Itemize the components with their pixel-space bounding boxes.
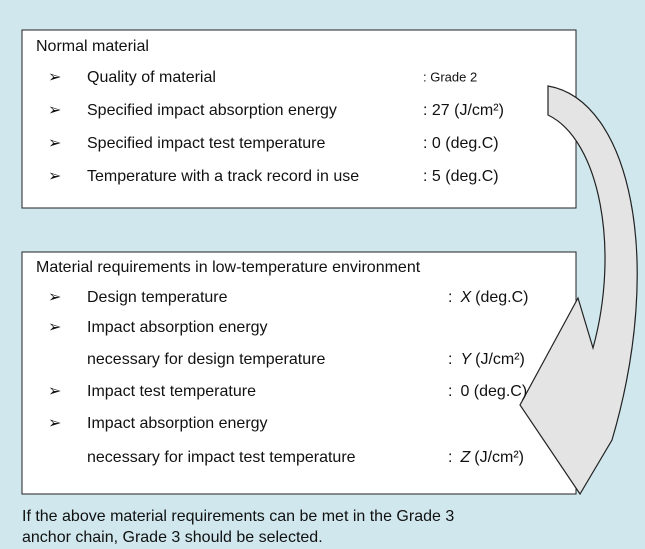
item-label: Impact test temperature xyxy=(87,383,256,400)
item-label: Temperature with a track record in use xyxy=(87,168,359,185)
footer-line: If the above material requirements can b… xyxy=(22,508,454,525)
variable: X xyxy=(459,289,472,306)
footer-line: anchor chain, Grade 3 should be selected… xyxy=(22,529,323,546)
item-label: necessary for design temperature xyxy=(87,351,325,368)
item-label: Impact absorption energy xyxy=(87,415,268,432)
unit: (deg.C) xyxy=(475,289,528,306)
colon: : xyxy=(448,289,452,306)
bullet: ➢ xyxy=(48,135,61,152)
item-label: necessary for impact test temperature xyxy=(87,449,356,466)
item-value: : 0 (deg.C) xyxy=(423,135,499,152)
bullet: ➢ xyxy=(48,102,61,119)
item-label: Design temperature xyxy=(87,289,228,306)
low-temp-box xyxy=(21,251,577,495)
item-value: : Z (J/cm²) xyxy=(448,449,524,466)
normal-title: Normal material xyxy=(36,38,149,55)
bullet: ➢ xyxy=(48,289,61,306)
curved-arrow xyxy=(519,85,638,496)
variable: Y xyxy=(460,351,472,368)
bullet: ➢ xyxy=(48,383,61,400)
normal-box xyxy=(21,29,577,209)
item-value: : Grade 2 xyxy=(423,69,477,84)
unit: (J/cm²) xyxy=(474,449,524,466)
item-label: Specified impact test temperature xyxy=(87,135,325,152)
bullet: ➢ xyxy=(48,415,61,432)
item-label: Impact absorption energy xyxy=(87,319,268,336)
items: ➢ Quality of material : Grade 2 ➢ Specified … xyxy=(48,69,528,466)
low-temp-title: Material requirements in low-temperature… xyxy=(36,259,421,276)
variable: Z xyxy=(459,449,471,466)
item-value: : Y (J/cm²) xyxy=(448,351,525,368)
item-value: : X (deg.C) xyxy=(448,289,528,306)
colon: : xyxy=(448,449,452,466)
value: 0 (deg.C) xyxy=(460,383,527,400)
bullet: ➢ xyxy=(48,69,61,86)
colon: : xyxy=(448,383,452,400)
bullet: ➢ xyxy=(48,319,61,336)
item-value: : 5 (deg.C) xyxy=(423,168,499,185)
item-label: Specified impact absorption energy xyxy=(87,102,337,119)
item-value: :0 (deg.C) xyxy=(448,383,527,400)
item-value: : 27 (J/cm²) xyxy=(423,102,504,119)
unit: (J/cm²) xyxy=(475,351,525,368)
bullet: ➢ xyxy=(48,168,61,185)
colon: : xyxy=(448,351,452,368)
item-label: Quality of material xyxy=(87,69,216,86)
